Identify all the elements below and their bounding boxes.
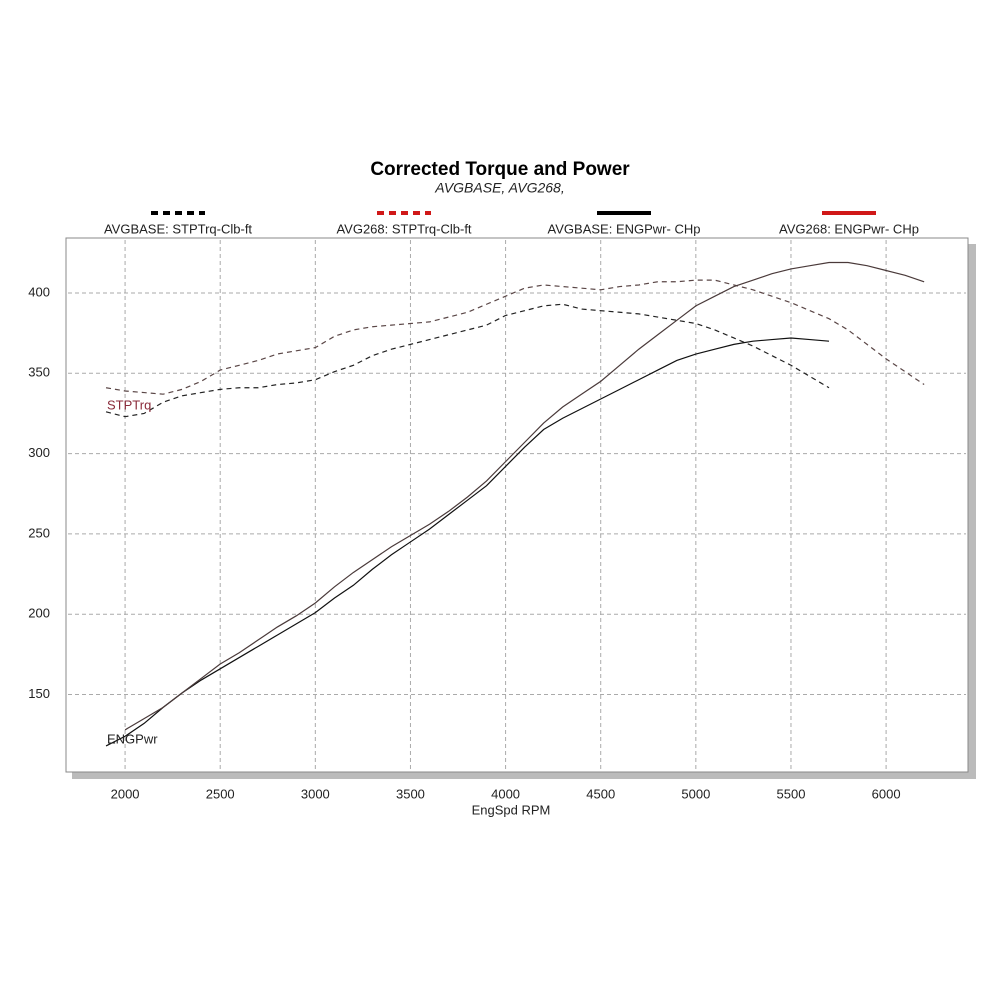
chart-subtitle: AVGBASE, AVG268, <box>434 180 564 196</box>
x-tick-label: 3000 <box>301 786 330 801</box>
series-line <box>124 261 925 731</box>
x-axis-label: EngSpd RPM <box>472 802 551 817</box>
annotation: ENGPwr <box>107 731 158 746</box>
series-line <box>105 337 830 747</box>
y-tick-label: 400 <box>28 284 50 299</box>
series-line <box>105 303 830 418</box>
plot-area <box>65 237 969 773</box>
y-tick-label: 200 <box>28 606 50 621</box>
legend-label: AVGBASE: ENGPwr- CHp <box>548 221 701 236</box>
x-tick-label: 6000 <box>872 786 901 801</box>
y-tick-label: 250 <box>28 525 50 540</box>
x-tick-label: 4000 <box>491 786 520 801</box>
series-line <box>105 279 925 395</box>
legend-label: AVG268: STPTrq-Clb-ft <box>336 221 471 236</box>
chart-title: Corrected Torque and Power <box>370 159 630 180</box>
x-tick-label: 5500 <box>777 786 806 801</box>
y-tick-label: 300 <box>28 445 50 460</box>
legend-label: AVGBASE: STPTrq-Clb-ft <box>104 221 252 236</box>
annotation: STPTrq <box>107 397 151 412</box>
y-tick-label: 350 <box>28 365 50 380</box>
x-tick-label: 2500 <box>206 786 235 801</box>
x-tick-label: 3500 <box>396 786 425 801</box>
x-tick-label: 4500 <box>586 786 615 801</box>
x-tick-label: 5000 <box>681 786 710 801</box>
legend-label: AVG268: ENGPwr- CHp <box>779 221 919 236</box>
y-tick-label: 150 <box>28 686 50 701</box>
x-tick-label: 2000 <box>111 786 140 801</box>
